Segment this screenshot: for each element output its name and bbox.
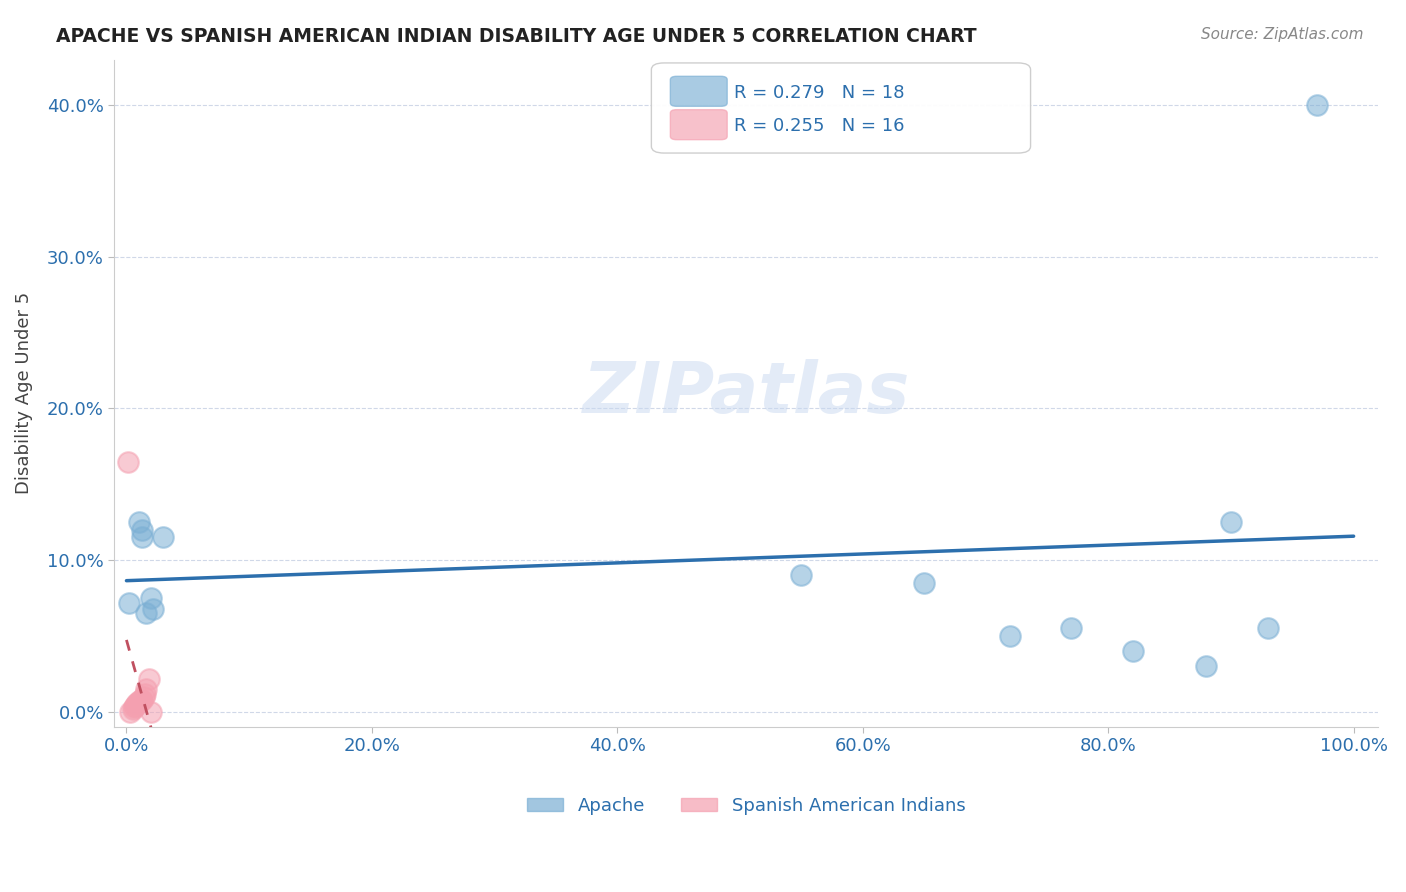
Point (1257, 622, 1279, 636)
Point (129, 692, 152, 706)
Point (131, 531, 153, 545)
Text: ZIPatlas: ZIPatlas (582, 359, 910, 428)
Point (128, 516, 150, 530)
Point (1219, 516, 1241, 530)
FancyBboxPatch shape (651, 63, 1031, 153)
Point (998, 629, 1021, 643)
Point (790, 568, 813, 582)
Point (117, 454, 139, 468)
Text: R = 0.255   N = 16: R = 0.255 N = 16 (734, 118, 904, 136)
FancyBboxPatch shape (671, 110, 727, 140)
Point (121, 702, 143, 716)
Point (120, 705, 142, 719)
Point (142, 601, 165, 615)
Point (122, 700, 145, 714)
Point (152, 531, 174, 545)
Point (118, 596, 141, 610)
Point (1060, 622, 1083, 636)
Text: APACHE VS SPANISH AMERICAN INDIAN DISABILITY AGE UNDER 5 CORRELATION CHART: APACHE VS SPANISH AMERICAN INDIAN DISABI… (56, 27, 977, 45)
FancyBboxPatch shape (671, 77, 727, 106)
Point (125, 698, 148, 712)
Text: R = 0.279   N = 18: R = 0.279 N = 18 (734, 84, 904, 102)
Text: Source: ZipAtlas.com: Source: ZipAtlas.com (1201, 27, 1364, 42)
Point (135, 607, 157, 621)
Point (1122, 644, 1144, 658)
Point (135, 682, 157, 697)
Point (132, 690, 155, 704)
Point (124, 698, 146, 713)
Point (1306, 98, 1329, 112)
Point (128, 694, 150, 708)
Point (134, 687, 156, 701)
Point (139, 591, 162, 606)
Point (138, 672, 160, 686)
Point (127, 696, 149, 710)
Point (912, 576, 935, 591)
Point (131, 523, 153, 537)
Legend: Apache, Spanish American Indians: Apache, Spanish American Indians (520, 789, 973, 822)
Point (129, 694, 152, 708)
Point (139, 705, 162, 719)
Y-axis label: Disability Age Under 5: Disability Age Under 5 (15, 293, 32, 494)
Point (1195, 659, 1218, 673)
Point (131, 692, 153, 706)
